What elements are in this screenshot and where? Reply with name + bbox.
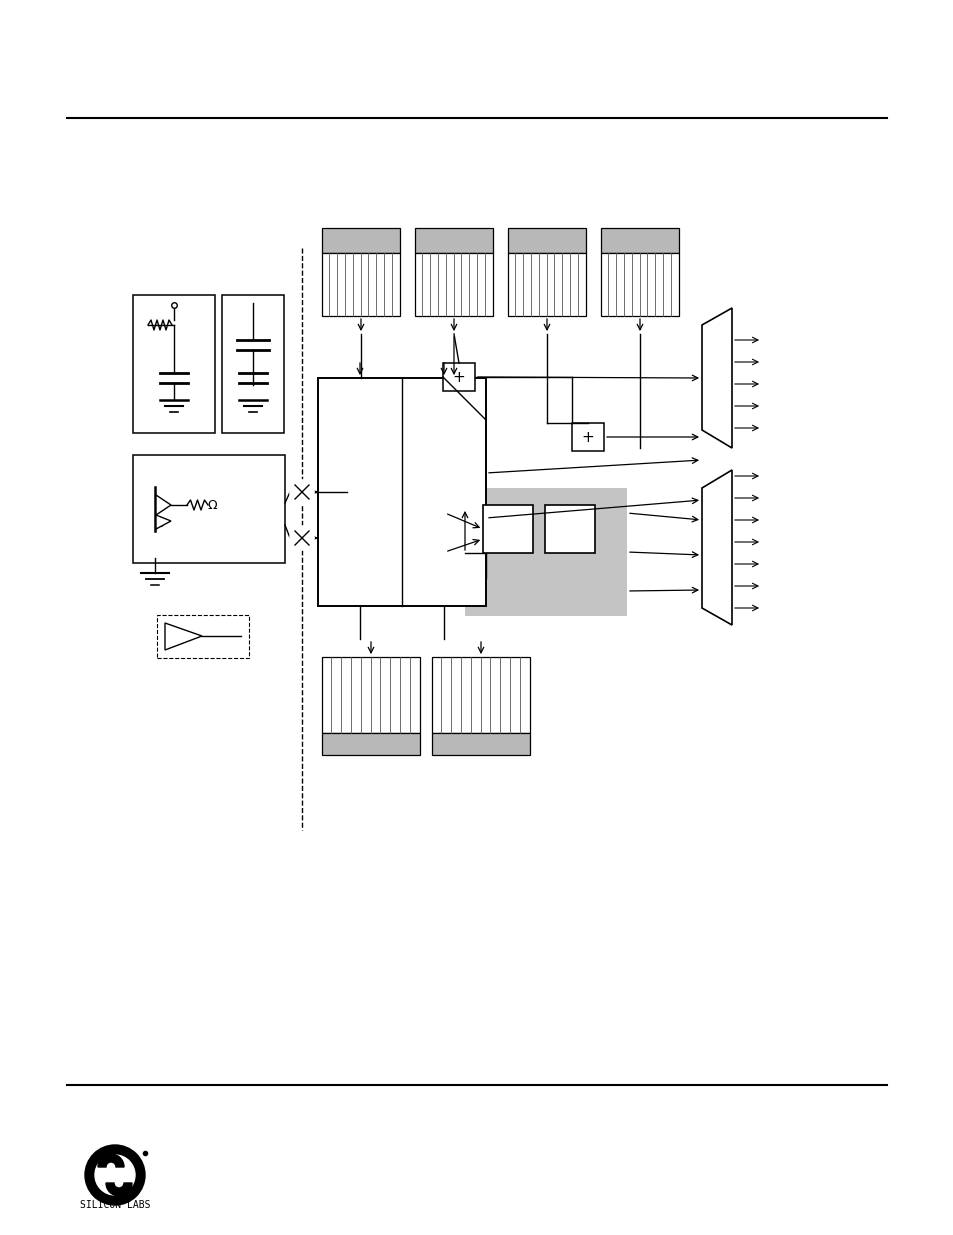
Bar: [432, 657, 530, 734]
Bar: [157, 615, 249, 658]
Bar: [600, 228, 679, 253]
Bar: [507, 253, 585, 316]
Bar: [600, 253, 679, 316]
Polygon shape: [701, 471, 731, 625]
Polygon shape: [156, 515, 171, 529]
Circle shape: [95, 1155, 135, 1195]
Bar: [132, 295, 214, 433]
Wedge shape: [98, 1153, 124, 1167]
Bar: [442, 363, 475, 391]
Polygon shape: [165, 622, 202, 650]
Bar: [464, 488, 626, 616]
Text: SILICON LABS: SILICON LABS: [80, 1200, 150, 1210]
Polygon shape: [701, 308, 731, 448]
Circle shape: [290, 480, 314, 504]
Circle shape: [290, 526, 314, 550]
Text: +: +: [452, 369, 465, 384]
Circle shape: [85, 1145, 145, 1205]
Bar: [507, 228, 585, 253]
Wedge shape: [106, 1183, 132, 1195]
Bar: [432, 734, 530, 755]
Bar: [317, 378, 485, 606]
Bar: [482, 505, 533, 553]
Polygon shape: [156, 495, 171, 515]
Bar: [132, 454, 285, 563]
Text: Ω: Ω: [207, 499, 216, 511]
Text: +: +: [581, 430, 594, 445]
Bar: [415, 228, 493, 253]
Bar: [415, 253, 493, 316]
Bar: [572, 424, 603, 451]
Bar: [322, 657, 419, 734]
Bar: [322, 734, 419, 755]
Bar: [544, 505, 595, 553]
Bar: [222, 295, 284, 433]
Bar: [322, 253, 399, 316]
Bar: [322, 228, 399, 253]
